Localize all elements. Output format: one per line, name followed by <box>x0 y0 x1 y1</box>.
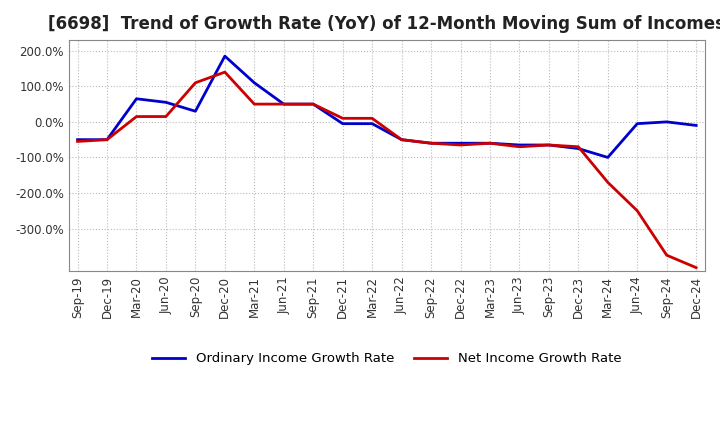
Ordinary Income Growth Rate <box>456 140 465 146</box>
Ordinary Income Growth Rate <box>662 119 671 125</box>
Ordinary Income Growth Rate <box>191 109 199 114</box>
Net Income Growth Rate <box>456 143 465 148</box>
Legend: Ordinary Income Growth Rate, Net Income Growth Rate: Ordinary Income Growth Rate, Net Income … <box>147 347 626 370</box>
Ordinary Income Growth Rate <box>427 140 436 146</box>
Ordinary Income Growth Rate <box>220 54 229 59</box>
Ordinary Income Growth Rate <box>368 121 377 126</box>
Net Income Growth Rate <box>191 80 199 85</box>
Net Income Growth Rate <box>662 253 671 258</box>
Net Income Growth Rate <box>397 137 406 142</box>
Net Income Growth Rate <box>103 137 112 142</box>
Net Income Growth Rate <box>515 144 523 150</box>
Ordinary Income Growth Rate <box>103 137 112 142</box>
Net Income Growth Rate <box>692 265 701 270</box>
Net Income Growth Rate <box>574 144 582 150</box>
Ordinary Income Growth Rate <box>338 121 347 126</box>
Net Income Growth Rate <box>338 116 347 121</box>
Net Income Growth Rate <box>73 139 82 144</box>
Net Income Growth Rate <box>220 70 229 75</box>
Net Income Growth Rate <box>279 102 288 107</box>
Ordinary Income Growth Rate <box>603 155 612 160</box>
Ordinary Income Growth Rate <box>486 140 495 146</box>
Ordinary Income Growth Rate <box>73 137 82 142</box>
Net Income Growth Rate <box>368 116 377 121</box>
Ordinary Income Growth Rate <box>574 146 582 151</box>
Ordinary Income Growth Rate <box>132 96 141 101</box>
Line: Net Income Growth Rate: Net Income Growth Rate <box>78 72 696 268</box>
Net Income Growth Rate <box>427 140 436 146</box>
Ordinary Income Growth Rate <box>544 143 553 148</box>
Net Income Growth Rate <box>132 114 141 119</box>
Ordinary Income Growth Rate <box>161 100 170 105</box>
Ordinary Income Growth Rate <box>692 123 701 128</box>
Ordinary Income Growth Rate <box>250 80 258 85</box>
Ordinary Income Growth Rate <box>279 102 288 107</box>
Net Income Growth Rate <box>250 102 258 107</box>
Ordinary Income Growth Rate <box>397 137 406 142</box>
Ordinary Income Growth Rate <box>309 102 318 107</box>
Net Income Growth Rate <box>633 208 642 213</box>
Net Income Growth Rate <box>309 102 318 107</box>
Net Income Growth Rate <box>544 143 553 148</box>
Title: [6698]  Trend of Growth Rate (YoY) of 12-Month Moving Sum of Incomes: [6698] Trend of Growth Rate (YoY) of 12-… <box>48 15 720 33</box>
Ordinary Income Growth Rate <box>633 121 642 126</box>
Line: Ordinary Income Growth Rate: Ordinary Income Growth Rate <box>78 56 696 158</box>
Ordinary Income Growth Rate <box>515 143 523 148</box>
Net Income Growth Rate <box>486 140 495 146</box>
Net Income Growth Rate <box>603 180 612 185</box>
Net Income Growth Rate <box>161 114 170 119</box>
